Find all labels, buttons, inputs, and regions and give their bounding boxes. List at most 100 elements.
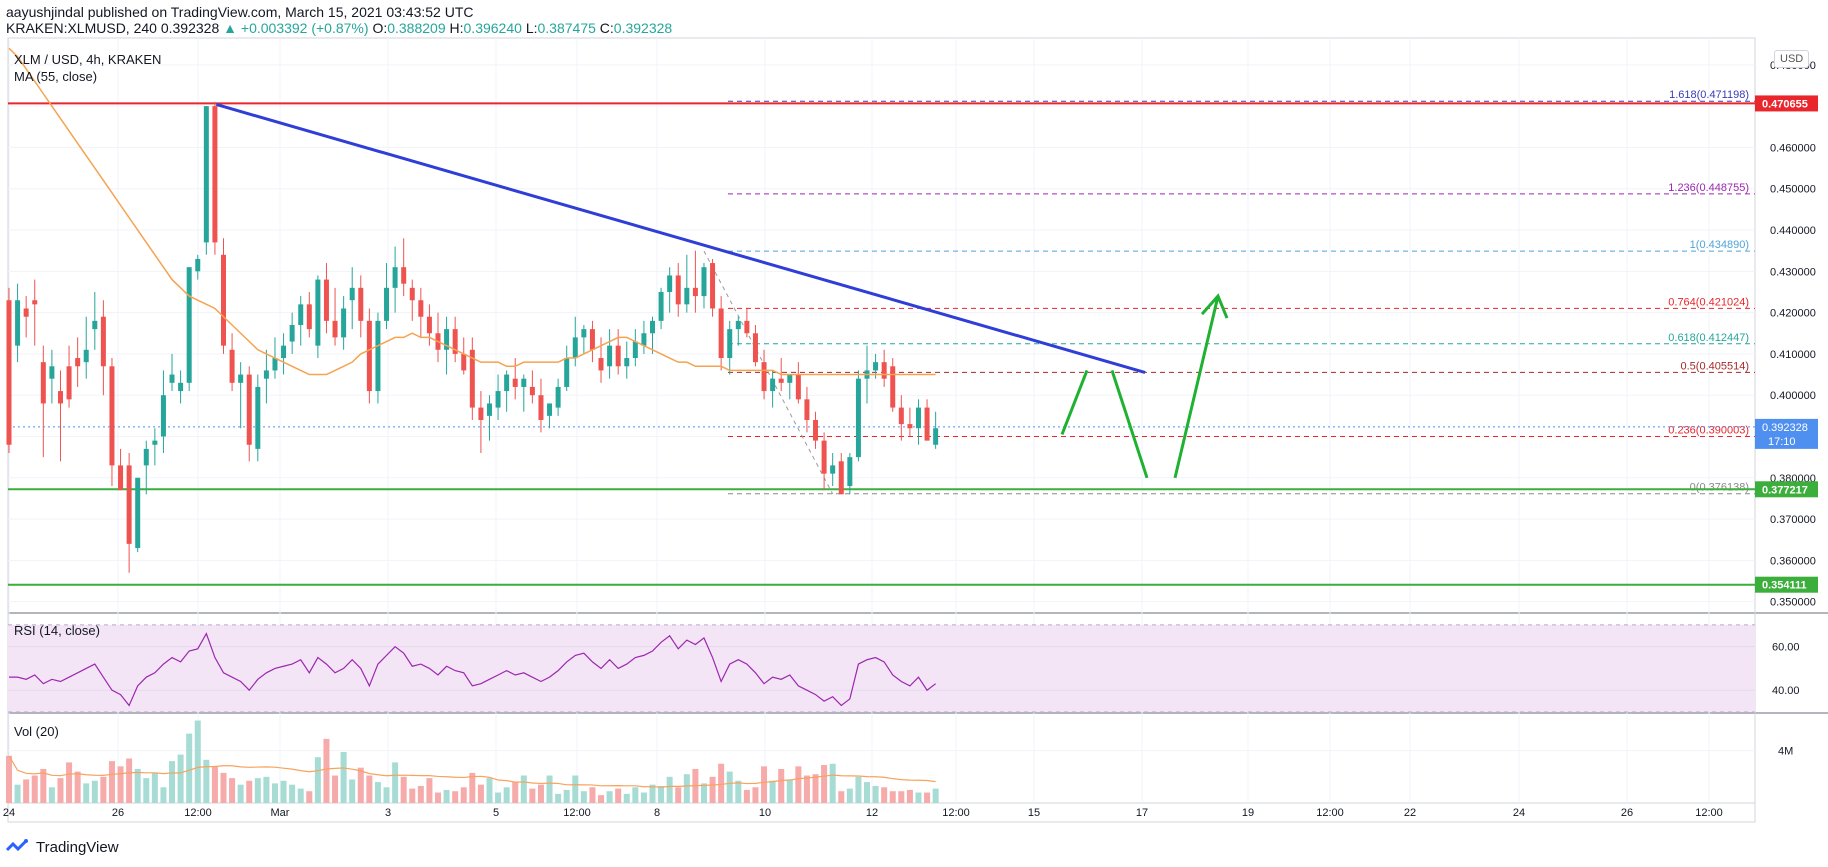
volume-bar [460, 787, 467, 803]
time-tick-label: 17 [1136, 807, 1148, 819]
candle-body [358, 287, 364, 321]
candle-body [787, 374, 793, 383]
volume-bar [752, 787, 759, 803]
fib-level-label: 1.236(0.448755) [1668, 182, 1749, 194]
brand-text: TradingView [36, 838, 119, 856]
candle-body [830, 465, 836, 474]
volume-bar [100, 776, 107, 803]
volume-bar [623, 793, 630, 803]
price-level-tag-label: 0.354111 [1762, 580, 1807, 592]
candle-body [727, 329, 733, 359]
candle-body [461, 353, 467, 371]
volume-bar [872, 785, 879, 803]
volume-bar [48, 787, 55, 803]
candle-body [898, 407, 904, 425]
volume-bar [211, 766, 218, 803]
candle-body [152, 440, 158, 445]
last-value: 0.392328 [160, 20, 220, 36]
tradingview-logo-icon [6, 839, 28, 852]
candle-body [658, 291, 664, 321]
volume-bar [117, 766, 124, 803]
rsi-indicator-label[interactable]: RSI (14, close) [14, 623, 100, 638]
candle-body [169, 374, 175, 383]
change-value: +0.003392 (+0.87%) [240, 20, 369, 36]
volume-bar [906, 789, 913, 803]
projection-arrow-down [1110, 369, 1149, 479]
fib-level-label: 0(0.376138) [1690, 482, 1749, 494]
candle-body [178, 382, 184, 392]
candle-body [229, 349, 235, 383]
footer-brand[interactable]: TradingView [6, 838, 119, 856]
volume-bar [778, 768, 785, 803]
volume-bar [846, 788, 853, 803]
candle-body [521, 378, 527, 387]
currency-badge[interactable]: USD [1774, 50, 1810, 68]
volume-bar [606, 791, 613, 803]
price-tick-label: 0.450000 [1770, 184, 1816, 196]
candle-body [744, 320, 750, 334]
main-pane-title: XLM / USD, 4h, KRAKEN [14, 52, 162, 67]
candle-body [718, 308, 724, 359]
candle-body [761, 362, 767, 392]
fib-level-label: 1(0.434890) [1690, 239, 1749, 251]
candle-body [641, 333, 647, 346]
volume-bar [795, 766, 802, 803]
candle-body [118, 465, 124, 491]
volume-bar [735, 780, 742, 803]
volume-bar [220, 772, 227, 803]
high-value: 0.396240 [463, 20, 522, 36]
volume-bar [786, 779, 793, 803]
price-tick-label: 0.350000 [1770, 597, 1816, 609]
candle-body [6, 300, 12, 445]
volume-bar [134, 768, 141, 803]
volume-bar [580, 791, 587, 803]
candle-body [401, 267, 407, 284]
time-tick-label: 26 [1621, 807, 1633, 819]
volume-bar [14, 784, 21, 803]
volume-bar [314, 757, 321, 803]
candle-body [135, 477, 141, 548]
volume-bar [726, 771, 733, 803]
candle-body [495, 391, 501, 408]
fib-level-label: 0.618(0.412447) [1668, 332, 1749, 344]
price-level-tag [1755, 95, 1818, 112]
candle-body [881, 362, 887, 379]
candle-body [572, 337, 578, 359]
volume-bar [520, 775, 527, 803]
volume-indicator-label[interactable]: Vol (20) [14, 724, 59, 739]
time-tick-label: 19 [1242, 807, 1254, 819]
candle-body [49, 366, 55, 379]
candle-body [349, 287, 355, 301]
ma-indicator-label[interactable]: MA (55, close) [14, 69, 98, 84]
volume-bar [495, 792, 502, 803]
volume-bar [469, 772, 476, 803]
candle-body [221, 254, 226, 346]
price-level-tag-label: 0.377217 [1762, 484, 1808, 496]
candle-body [847, 457, 853, 487]
candle-body [589, 329, 595, 350]
candle-body [564, 358, 570, 387]
volume-bar [366, 775, 373, 803]
candle-body [598, 358, 604, 371]
candle-body [692, 287, 698, 297]
volume-bar [589, 787, 596, 803]
candle-body [478, 407, 484, 420]
candle-body [160, 395, 166, 437]
volume-bar [194, 720, 201, 803]
candle-body [109, 366, 115, 466]
volume-bar [632, 787, 639, 803]
fib-level-label: 1.618(0.471198) [1669, 89, 1749, 101]
time-tick-label: 12:00 [1316, 807, 1344, 819]
candle-body [57, 391, 63, 404]
volume-bar [932, 788, 939, 803]
candle-body [392, 267, 398, 288]
volume-bar [898, 791, 905, 803]
volume-bar [74, 771, 81, 803]
open-label: O: [372, 20, 388, 36]
publisher-line: aayushjindal published on TradingView.co… [6, 4, 473, 20]
volume-bar [829, 763, 836, 803]
projection-arrow-up [1173, 295, 1220, 479]
volume-bar [306, 791, 313, 803]
candle-body [486, 403, 492, 416]
